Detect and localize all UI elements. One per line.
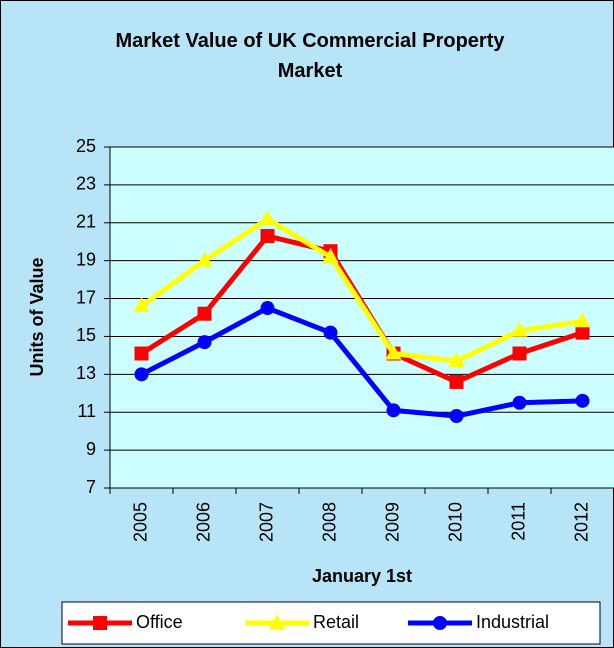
point-marker	[323, 325, 338, 340]
point-marker	[133, 297, 150, 313]
y-tick-label: 21	[76, 212, 96, 232]
legend-marker	[433, 616, 447, 630]
legend-label: Office	[136, 612, 183, 632]
y-tick-label: 19	[76, 249, 96, 269]
point-marker	[449, 409, 464, 424]
y-tick-label: 15	[76, 325, 96, 345]
x-tick-label: 2007	[256, 502, 276, 542]
plot-area	[110, 147, 614, 488]
x-tick-label: 2009	[382, 502, 402, 542]
point-marker	[511, 321, 528, 337]
legend-marker	[269, 614, 285, 629]
x-tick-label: 2005	[130, 502, 150, 542]
x-axis-label: January 1st	[312, 566, 412, 586]
y-tick-label: 13	[76, 363, 96, 383]
point-marker	[385, 344, 402, 360]
legend-box	[61, 601, 601, 645]
x-tick-label: 2011	[508, 502, 528, 541]
legend-marker	[93, 616, 107, 630]
y-tick-label: 17	[76, 287, 96, 307]
point-marker	[196, 251, 213, 267]
point-marker	[260, 229, 275, 244]
point-marker	[260, 301, 275, 316]
y-tick-label: 11	[77, 401, 96, 421]
point-marker	[322, 247, 339, 263]
y-axis-label: Units of Value	[27, 257, 47, 376]
point-marker	[575, 393, 590, 408]
y-tick-label: 9	[86, 439, 96, 459]
legend-label: Retail	[313, 612, 359, 632]
y-tick-label: 7	[86, 477, 96, 497]
point-marker	[197, 335, 212, 350]
y-tick-label: 25	[76, 136, 96, 156]
x-tick-label: 2012	[571, 502, 591, 542]
x-tick-label: 2008	[319, 502, 339, 542]
point-marker	[448, 352, 465, 368]
x-tick-label: 2006	[193, 502, 213, 542]
chart-title: Market Value of UK Commercial Property M…	[115, 30, 505, 82]
point-marker	[512, 346, 527, 361]
point-marker	[449, 374, 464, 389]
point-marker	[575, 325, 590, 340]
point-marker	[197, 306, 212, 321]
y-tick-label: 23	[76, 174, 96, 194]
point-marker	[574, 312, 591, 328]
legend-label: Industrial	[476, 612, 549, 632]
x-tick-label: 2010	[445, 502, 465, 542]
point-marker	[259, 209, 276, 225]
series-line	[140, 216, 583, 364]
series-line	[140, 305, 583, 419]
point-marker	[512, 395, 527, 410]
point-marker	[134, 367, 149, 382]
point-marker	[134, 346, 149, 361]
point-marker	[386, 403, 401, 418]
